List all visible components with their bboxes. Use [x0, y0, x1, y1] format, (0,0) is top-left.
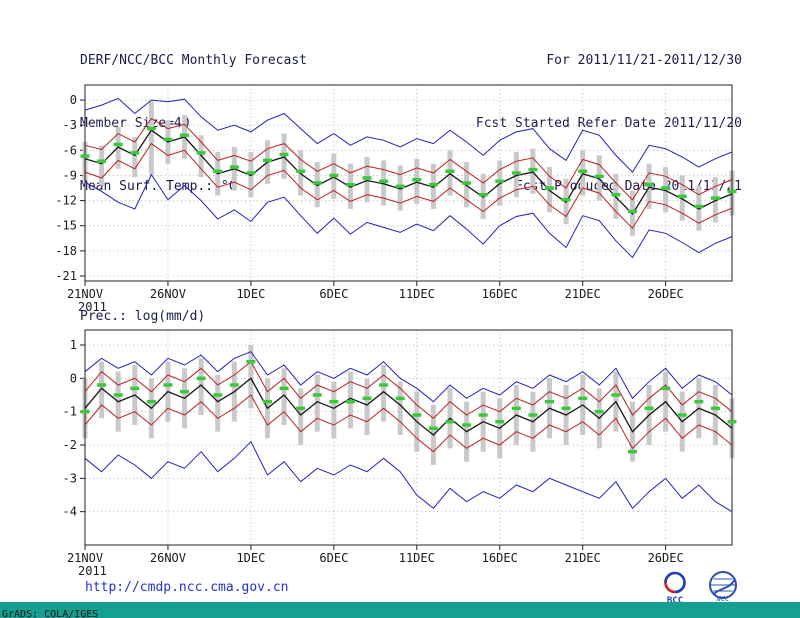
svg-text:-18: -18: [55, 244, 77, 258]
page-title: DERF/NCC/BCC Monthly Forecast: [80, 53, 307, 68]
svg-text:-21: -21: [55, 269, 77, 283]
svg-text:11DEC: 11DEC: [399, 551, 435, 565]
svg-text:2011: 2011: [78, 564, 107, 578]
svg-text:26DEC: 26DEC: [648, 287, 684, 301]
ncc-globe-icon: NCC: [709, 571, 737, 602]
svg-text:-2: -2: [63, 438, 77, 452]
svg-text:0: 0: [70, 371, 77, 385]
ncc-logo: NCC: [706, 570, 740, 602]
temperature-chart: 0 -3 -6 -9 -12 -15 -18 -21 21NOV 26NOV 1DEC 6DEC 11D…: [55, 84, 737, 314]
svg-text:21NOV: 21NOV: [67, 551, 103, 565]
svg-text:-15: -15: [55, 219, 77, 233]
svg-text:21DEC: 21DEC: [565, 551, 601, 565]
svg-text:16DEC: 16DEC: [482, 551, 518, 565]
svg-text:-6: -6: [63, 143, 77, 157]
svg-text:1: 1: [70, 338, 77, 352]
bcc-swirl-icon: [664, 571, 686, 594]
refer-date-label: Fcst Started Refer Date 2011/11/20: [475, 116, 742, 131]
svg-text:0: 0: [70, 93, 77, 107]
bcc-logo-label: BCC: [666, 596, 684, 606]
prec-chart-title: Prec.: log(mm/d): [80, 309, 206, 324]
svg-text:-12: -12: [55, 194, 77, 208]
svg-text:16DEC: 16DEC: [482, 287, 518, 301]
svg-text:1DEC: 1DEC: [236, 551, 265, 565]
svg-text:21NOV: 21NOV: [67, 287, 103, 301]
svg-text:-4: -4: [63, 505, 77, 519]
svg-text:6DEC: 6DEC: [319, 287, 348, 301]
svg-text:-3: -3: [63, 471, 77, 485]
bcc-logo: BCC: [660, 570, 690, 606]
source-url-link[interactable]: http://cmdp.ncc.cma.gov.cn: [85, 580, 289, 595]
logo-area: BCC NCC: [660, 570, 740, 606]
ncc-logo-label: NCC: [716, 595, 730, 602]
svg-text:21DEC: 21DEC: [565, 287, 601, 301]
svg-text:11DEC: 11DEC: [399, 287, 435, 301]
svg-text:6DEC: 6DEC: [319, 551, 348, 565]
svg-text:26DEC: 26DEC: [648, 551, 684, 565]
temp-chart-title: Mean Surf. Temp.: °C: [80, 179, 237, 194]
grads-credit-text: GrADS: COLA/IGES: [2, 609, 99, 618]
svg-text:26NOV: 26NOV: [150, 287, 186, 301]
svg-text:2011: 2011: [78, 300, 107, 314]
svg-text:1DEC: 1DEC: [236, 287, 265, 301]
grads-credit-strip: GrADS: COLA/IGES: [0, 602, 800, 618]
precipitation-chart: 1 0 -1 -2 -3 -4 21NOV 26NOV 1DEC 6DEC 11DEC 16DEC 21…: [63, 329, 737, 578]
header-left: DERF/NCC/BCC Monthly Forecast Member Siz…: [80, 8, 307, 239]
forecast-range-label: For 2011/11/21-2011/12/30: [546, 53, 742, 68]
svg-text:-3: -3: [63, 118, 77, 132]
svg-text:-1: -1: [63, 405, 77, 419]
svg-text:-9: -9: [63, 168, 77, 182]
svg-text:26NOV: 26NOV: [150, 551, 186, 565]
